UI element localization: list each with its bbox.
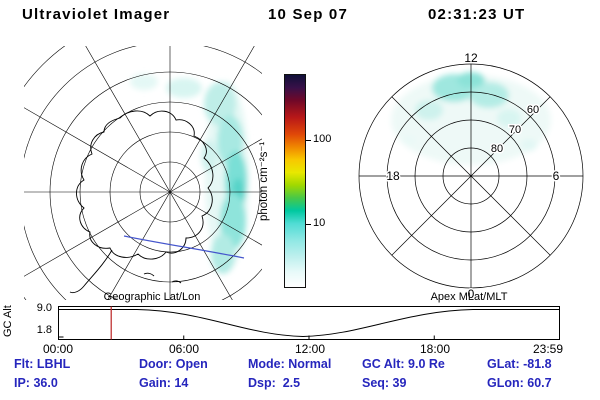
colorbar [284, 74, 306, 288]
status-glat: GLat: -81.8 [487, 357, 552, 371]
status-mode: Mode: Normal [248, 357, 332, 371]
page-title: Ultraviolet Imager [22, 6, 171, 23]
status-gc-alt: GC Alt: 9.0 Re [362, 357, 445, 371]
mlt-label-18: 18 [386, 169, 400, 183]
time-tick-0600: 06:00 [168, 342, 200, 356]
coastal-islands [143, 272, 182, 284]
geographic-map-panel [24, 46, 262, 300]
status-dsp: Dsp: 2.5 [248, 376, 301, 390]
mlat-label-80: 80 [491, 143, 503, 155]
mlat-label-70: 70 [509, 124, 521, 136]
lat-lon-grid [24, 46, 262, 300]
colorbar-label: photon cm⁻²s⁻¹ [258, 141, 270, 221]
altitude-plot-frame [58, 306, 560, 340]
colorbar-tick-100 [306, 140, 311, 141]
antarctic-peninsula [69, 249, 113, 294]
altitude-tick-1-8: 1.8 [36, 324, 52, 336]
time-tick-1200: 12:00 [294, 342, 326, 356]
mlt-label-0: 0 [468, 287, 475, 301]
colorbar-tick-label-10: 10 [313, 217, 326, 229]
altitude-tick-9: 9.0 [36, 302, 52, 314]
altitude-curve [58, 309, 560, 338]
status-flight: Flt: LBHL [14, 357, 71, 371]
status-ip: IP: 36.0 [14, 376, 58, 390]
colorbar-tick-label-100: 100 [313, 133, 332, 145]
status-glon: GLon: 60.7 [487, 376, 552, 390]
mlt-label-6: 6 [553, 169, 560, 183]
status-gain: Gain: 14 [139, 376, 189, 390]
altitude-axis-label: GC Alt [2, 305, 14, 337]
left-panel-caption: Geographic Lat/Lon [103, 291, 201, 303]
mlt-label-12: 12 [464, 51, 478, 65]
antarctica-coastline [69, 110, 214, 294]
time-tick-1800: 18:00 [419, 342, 451, 356]
orbit-track-line [123, 235, 245, 259]
colorbar-tick-10 [306, 224, 311, 225]
mlat-label-60: 60 [527, 104, 539, 116]
mlt-spokes [359, 64, 583, 288]
apex-mlat-mlt-panel: 12 18 6 0 60 70 80 [358, 50, 584, 302]
status-door: Door: Open [139, 357, 208, 371]
altitude-strip-chart [58, 306, 560, 340]
observation-time: 02:31:23 UT [428, 6, 526, 23]
observation-date: 10 Sep 07 [268, 6, 349, 23]
time-tick-0000: 00:00 [42, 342, 74, 356]
time-tick-2359: 23:59 [532, 342, 564, 356]
status-seq: Seq: 39 [362, 376, 407, 390]
right-panel-caption: Apex MLat/MLT [430, 291, 508, 303]
